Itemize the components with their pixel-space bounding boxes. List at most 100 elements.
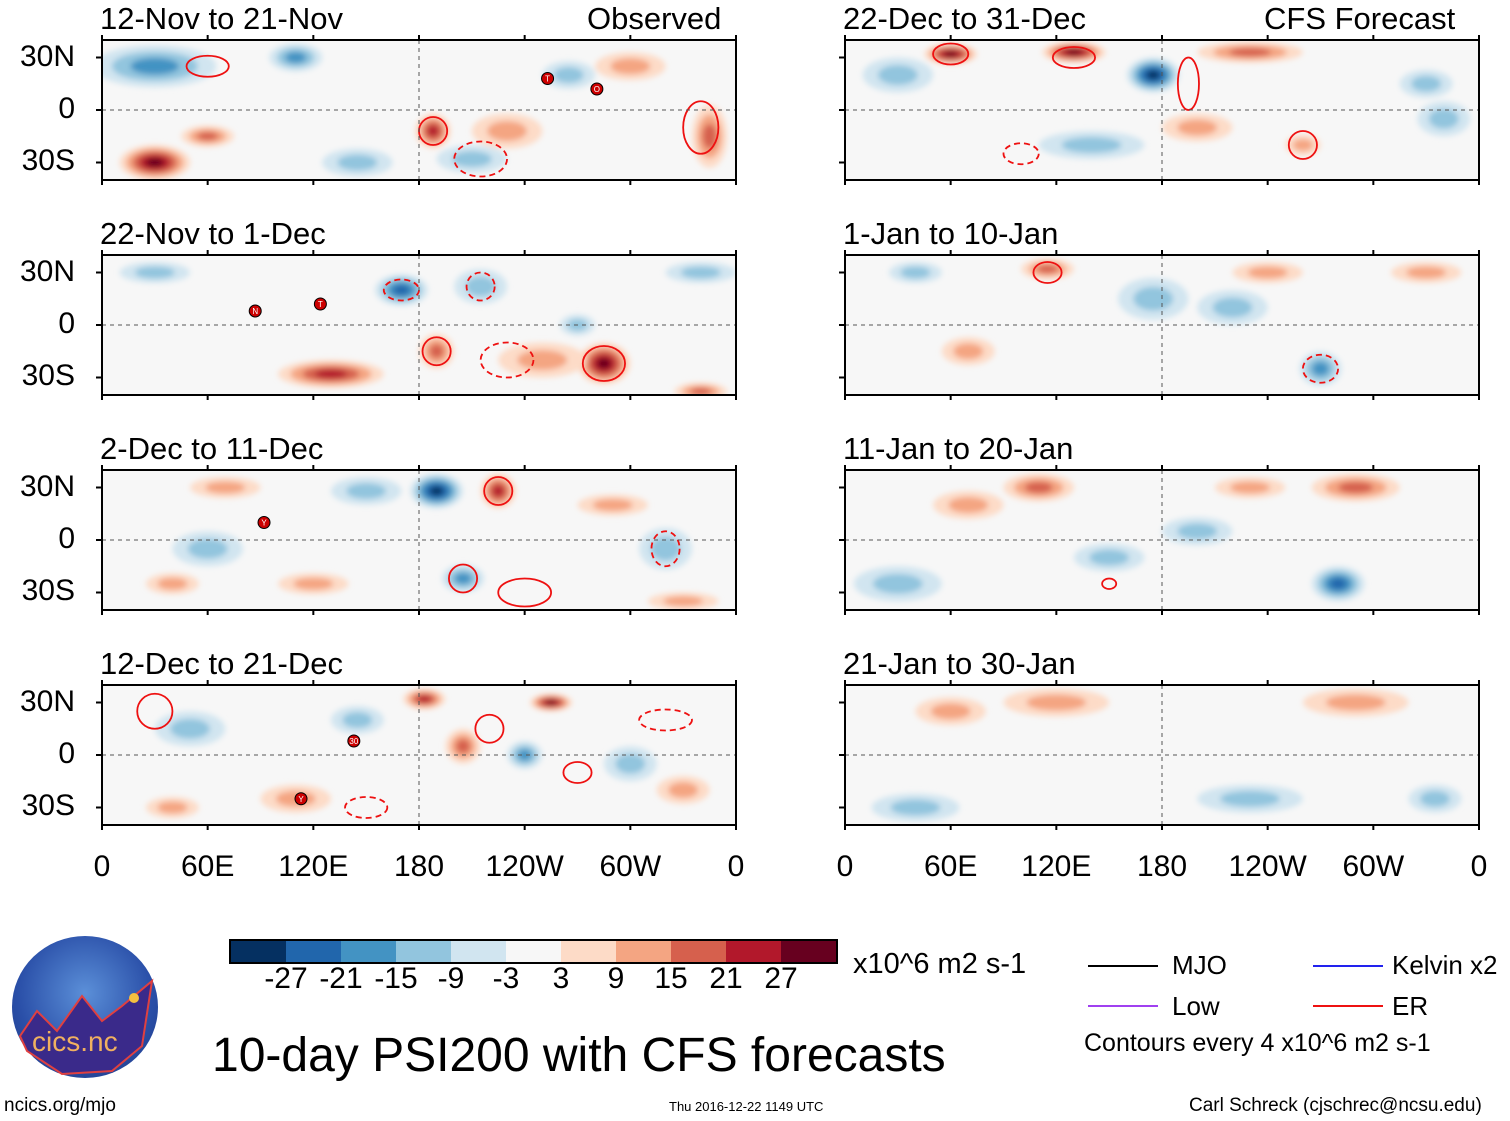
anomaly-shading bbox=[1133, 286, 1174, 311]
er-contour bbox=[1287, 130, 1318, 160]
lat-label: 30S bbox=[21, 574, 75, 607]
legend-kelvin: Kelvin x2 bbox=[1392, 950, 1498, 980]
storm-label: O bbox=[594, 85, 600, 94]
er-contour bbox=[453, 140, 508, 178]
storm-marker bbox=[257, 516, 271, 529]
legend-er-line bbox=[1313, 1005, 1383, 1007]
storm-label: N bbox=[252, 307, 258, 316]
legend-low-line bbox=[1088, 1005, 1158, 1007]
colorbar-swatch bbox=[341, 941, 396, 962]
anomaly-shading bbox=[1061, 137, 1122, 153]
panel-title: 11-Jan to 20-Jan bbox=[843, 431, 1074, 466]
anomaly-shading bbox=[170, 718, 210, 739]
contour-note: Contours every 4 x10^6 m2 s-1 bbox=[1084, 1029, 1431, 1057]
anomaly-shading bbox=[592, 499, 633, 511]
anomaly-shading bbox=[427, 125, 439, 137]
er-contour bbox=[1032, 261, 1063, 284]
map-panel bbox=[839, 465, 1480, 615]
lon-label: 180 bbox=[393, 850, 445, 883]
colorbar-swatch bbox=[396, 941, 451, 962]
er-contour bbox=[185, 54, 230, 78]
lon-label: 180 bbox=[1136, 850, 1188, 883]
map-panel bbox=[839, 250, 1480, 400]
anomaly-shading bbox=[1089, 549, 1130, 566]
anomaly-shading bbox=[1177, 119, 1218, 136]
anomaly-shading bbox=[517, 350, 568, 370]
map-panel: 30 Y bbox=[96, 680, 737, 830]
anomaly-shading bbox=[456, 739, 470, 754]
panel-title: 2-Dec to 11-Dec bbox=[100, 431, 324, 466]
lat-label: 0 bbox=[58, 307, 75, 340]
colorbar-swatch bbox=[726, 941, 781, 962]
anomaly-shading bbox=[157, 577, 188, 590]
forecast-label: CFS Forecast bbox=[1264, 1, 1456, 36]
colorbar-label: 27 bbox=[764, 962, 798, 995]
legend-kelvin-line bbox=[1313, 965, 1383, 967]
anomaly-shading bbox=[337, 154, 378, 171]
colorbar-label: -9 bbox=[437, 962, 465, 995]
colorbar-swatch bbox=[781, 941, 836, 962]
colorbar-label: 21 bbox=[709, 962, 743, 995]
lon-label: 60E bbox=[923, 850, 978, 883]
er-contour bbox=[448, 563, 479, 594]
panel-title: 1-Jan to 10-Jan bbox=[843, 216, 1059, 251]
anomaly-shading bbox=[680, 266, 721, 279]
anomaly-shading bbox=[668, 782, 699, 798]
colorbar-swatch bbox=[561, 941, 616, 962]
anomaly-shading bbox=[130, 57, 180, 75]
anomaly-shading bbox=[948, 497, 989, 513]
anomaly-shading bbox=[872, 573, 923, 594]
er-contour bbox=[465, 271, 496, 302]
lat-label: 30S bbox=[21, 359, 75, 392]
anomaly-shading bbox=[1026, 694, 1087, 711]
anomaly-shading bbox=[430, 486, 444, 496]
lat-label: 0 bbox=[58, 92, 75, 125]
lon-label: 120E bbox=[278, 850, 349, 883]
lat-label: 30N bbox=[19, 40, 75, 73]
anomaly-shading bbox=[1406, 266, 1447, 279]
map-panel: Y bbox=[96, 465, 737, 615]
anomaly-shading bbox=[492, 485, 504, 497]
anomaly-shading bbox=[553, 67, 584, 83]
lat-label: 30S bbox=[21, 144, 75, 177]
anomaly-shading bbox=[393, 285, 410, 295]
mountain-graphic bbox=[18, 978, 154, 1076]
colorbar-label: -15 bbox=[374, 962, 418, 995]
er-contour bbox=[1176, 56, 1200, 111]
lon-label: 60E bbox=[180, 850, 235, 883]
colorbar-label: 15 bbox=[654, 962, 688, 995]
cics-logo: cics.nc bbox=[12, 936, 158, 1078]
anomaly-shading bbox=[1325, 694, 1386, 711]
storm-marker bbox=[590, 82, 604, 96]
storm-marker bbox=[248, 304, 262, 318]
legend-mjo: MJO bbox=[1172, 950, 1227, 980]
colorbar-swatch bbox=[671, 941, 726, 962]
anomaly-shading bbox=[1177, 523, 1218, 540]
legend-mjo-line bbox=[1088, 965, 1158, 967]
anomaly-shading bbox=[1229, 48, 1271, 57]
anomaly-shading bbox=[1292, 139, 1313, 151]
storm-marker bbox=[347, 734, 361, 748]
lat-label: 30N bbox=[19, 470, 75, 503]
panel-title: 22-Dec to 31-Dec bbox=[843, 1, 1086, 36]
anomaly-shading bbox=[702, 123, 717, 149]
lon-label: 60W bbox=[1342, 850, 1405, 883]
er-contour bbox=[1002, 142, 1040, 166]
storm-label: 30 bbox=[349, 737, 358, 746]
footer-url[interactable]: ncics.org/mjo bbox=[4, 1095, 116, 1116]
anomaly-shading bbox=[1247, 266, 1288, 279]
anomaly-shading bbox=[597, 358, 611, 369]
footer-timestamp: Thu 2016-12-22 1149 UTC bbox=[669, 1099, 824, 1114]
anomaly-shading bbox=[877, 65, 918, 85]
lon-label: 120W bbox=[485, 850, 564, 883]
anomaly-shading bbox=[890, 799, 941, 816]
anomaly-shading bbox=[429, 344, 444, 359]
footer-author: Carl Schreck (cjschrec@ncsu.edu) bbox=[1189, 1095, 1482, 1116]
storm-label: T bbox=[545, 75, 550, 84]
colorbar-swatch bbox=[506, 941, 561, 962]
anomaly-shading bbox=[953, 343, 984, 360]
anomaly-shading bbox=[517, 749, 532, 761]
lon-label: 0 bbox=[727, 850, 745, 883]
logo-text: cics.nc bbox=[32, 1026, 118, 1057]
er-contour bbox=[136, 692, 174, 730]
